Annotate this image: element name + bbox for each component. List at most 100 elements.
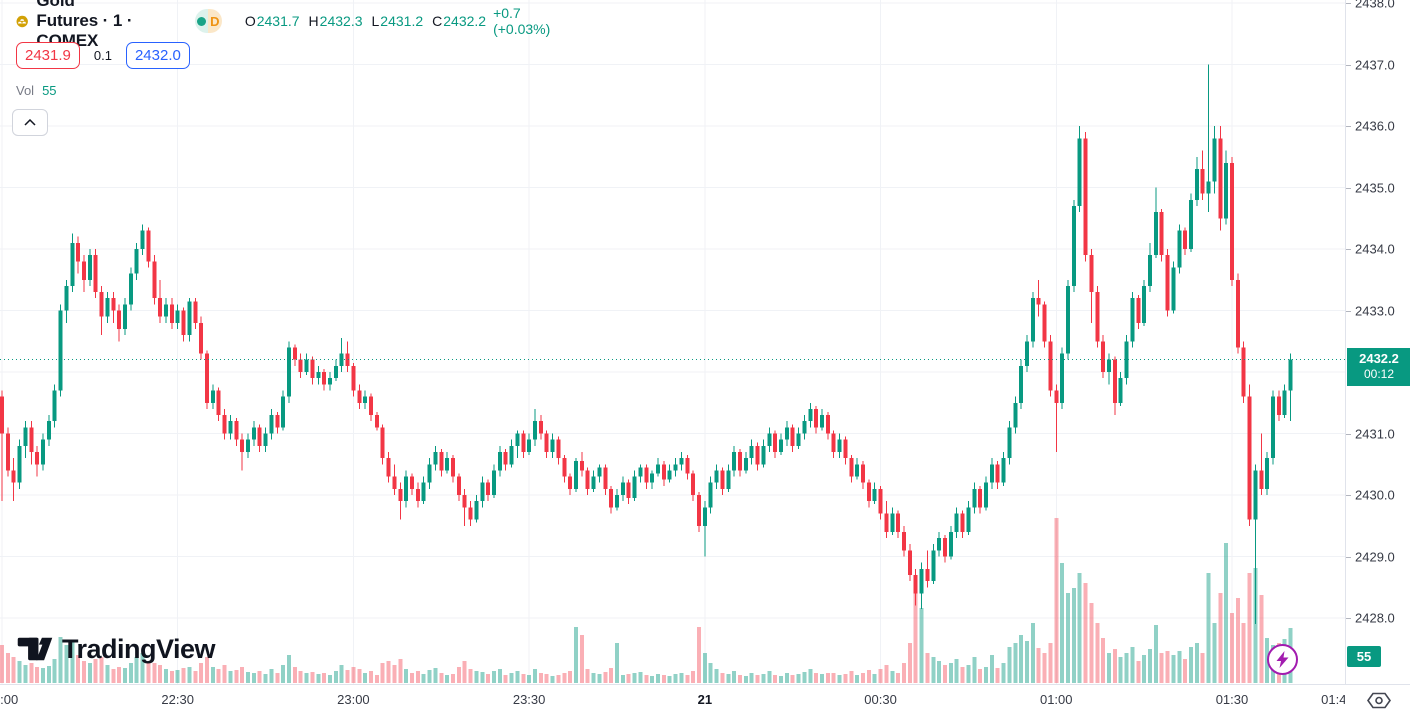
candle-down xyxy=(5,433,10,471)
candle-up xyxy=(937,538,942,551)
candle-up xyxy=(1265,458,1270,489)
candle-down xyxy=(1165,255,1170,311)
volume-label: Vol xyxy=(16,83,35,98)
candle-up xyxy=(983,482,988,508)
volume-bar xyxy=(105,665,110,683)
candle-down xyxy=(111,298,116,311)
volume-bar xyxy=(398,659,403,683)
candle-down xyxy=(1036,298,1041,305)
volume-bar xyxy=(1159,653,1164,683)
price-tick-mark xyxy=(1346,3,1351,4)
price-axis[interactable]: 2432.2 00:12 55 2438.0 2437.0 2436.0 2435.0… xyxy=(1345,0,1410,684)
candle-up xyxy=(515,433,520,446)
volume-bar xyxy=(1147,649,1152,683)
candle-down xyxy=(76,242,81,262)
flash-order-button[interactable] xyxy=(1267,644,1298,675)
volume-bar xyxy=(1136,661,1141,683)
volume-bar xyxy=(163,669,168,683)
candle-down xyxy=(860,464,865,483)
volume-bar xyxy=(749,673,754,683)
price-axis-tick: 2430.0 xyxy=(1355,487,1395,503)
volume-bar xyxy=(931,657,936,683)
candle-down xyxy=(1218,138,1223,219)
candle-up xyxy=(1118,378,1123,403)
volume-bar xyxy=(1077,573,1082,683)
candle-up xyxy=(1224,162,1229,219)
candle-down xyxy=(439,451,444,471)
volume-bar xyxy=(568,671,573,683)
candle-up xyxy=(105,298,110,317)
tradingview-logo-icon xyxy=(17,637,53,661)
time-axis[interactable]: 22:00 22:30 23:00 23:30 21 00:30 01:00 01:30 01:… xyxy=(0,684,1410,714)
volume-bar xyxy=(503,675,508,683)
candle-up xyxy=(404,476,409,502)
volume-bar xyxy=(1124,653,1129,683)
candle-down xyxy=(1054,390,1059,403)
candle-down xyxy=(661,464,666,480)
volume-bar xyxy=(281,665,286,683)
volume-bar xyxy=(433,668,438,683)
candle-down xyxy=(0,396,4,434)
buy-ask-button[interactable]: 2432.0 xyxy=(125,42,190,69)
candle-down xyxy=(737,451,742,471)
volume-bar xyxy=(726,674,731,683)
volume-bar xyxy=(1001,663,1006,683)
volume-bar xyxy=(1101,638,1106,683)
volume-bar xyxy=(1112,649,1117,683)
volume-bar xyxy=(562,673,567,683)
candle-up xyxy=(1270,396,1275,459)
candle-down xyxy=(696,495,701,526)
candle-down xyxy=(322,372,327,385)
low-label: L xyxy=(371,13,380,29)
candle-down xyxy=(298,359,303,372)
candle-up xyxy=(919,568,924,594)
candle-up xyxy=(714,470,719,483)
collapse-panel-button[interactable] xyxy=(12,109,48,136)
volume-bar xyxy=(1089,603,1094,683)
candle-up xyxy=(480,482,485,502)
volume-bar xyxy=(292,667,297,683)
candle-down xyxy=(556,439,561,459)
scales-settings-eye-icon[interactable] xyxy=(1366,691,1392,710)
candle-up xyxy=(726,470,731,489)
volume-bar xyxy=(942,665,947,683)
volume-bar xyxy=(831,673,836,683)
volume-bar xyxy=(515,671,520,683)
volume-bar xyxy=(52,659,57,683)
candle-down xyxy=(292,347,297,360)
tradingview-logo[interactable]: TradingView xyxy=(16,630,216,668)
candle-up xyxy=(837,439,842,452)
volume-bar xyxy=(632,673,637,683)
volume-bar xyxy=(421,674,426,683)
volume-bar xyxy=(222,665,227,683)
candle-down xyxy=(1229,162,1234,280)
open-value: 2431.7 xyxy=(256,13,300,29)
market-status-half xyxy=(194,9,208,33)
volume-bar xyxy=(392,665,397,683)
candle-up xyxy=(1019,365,1024,403)
candle-down xyxy=(1112,359,1117,403)
candle-down xyxy=(896,513,901,532)
sell-bid-button[interactable]: 2431.9 xyxy=(16,42,80,69)
volume-bar xyxy=(538,673,543,683)
current-price-value: 2432.2 xyxy=(1359,351,1399,367)
candle-down xyxy=(609,488,614,508)
candle-up xyxy=(1142,285,1147,323)
candle-down xyxy=(1241,347,1246,397)
candle-down xyxy=(234,421,239,440)
candle-up xyxy=(134,249,139,274)
candle-up xyxy=(491,470,496,495)
volume-bar xyxy=(890,671,895,683)
candle-up xyxy=(474,501,479,520)
candle-up xyxy=(23,427,28,446)
candle-down xyxy=(240,439,245,452)
volume-bar xyxy=(960,667,965,683)
candle-up xyxy=(638,467,643,477)
candle-up xyxy=(655,464,660,474)
volume-bar xyxy=(778,676,783,683)
timeframe-pill[interactable]: D xyxy=(194,9,222,33)
volume-bar xyxy=(1024,641,1029,683)
candle-down xyxy=(1042,304,1047,342)
price-axis-tick: 2429.0 xyxy=(1355,549,1395,564)
